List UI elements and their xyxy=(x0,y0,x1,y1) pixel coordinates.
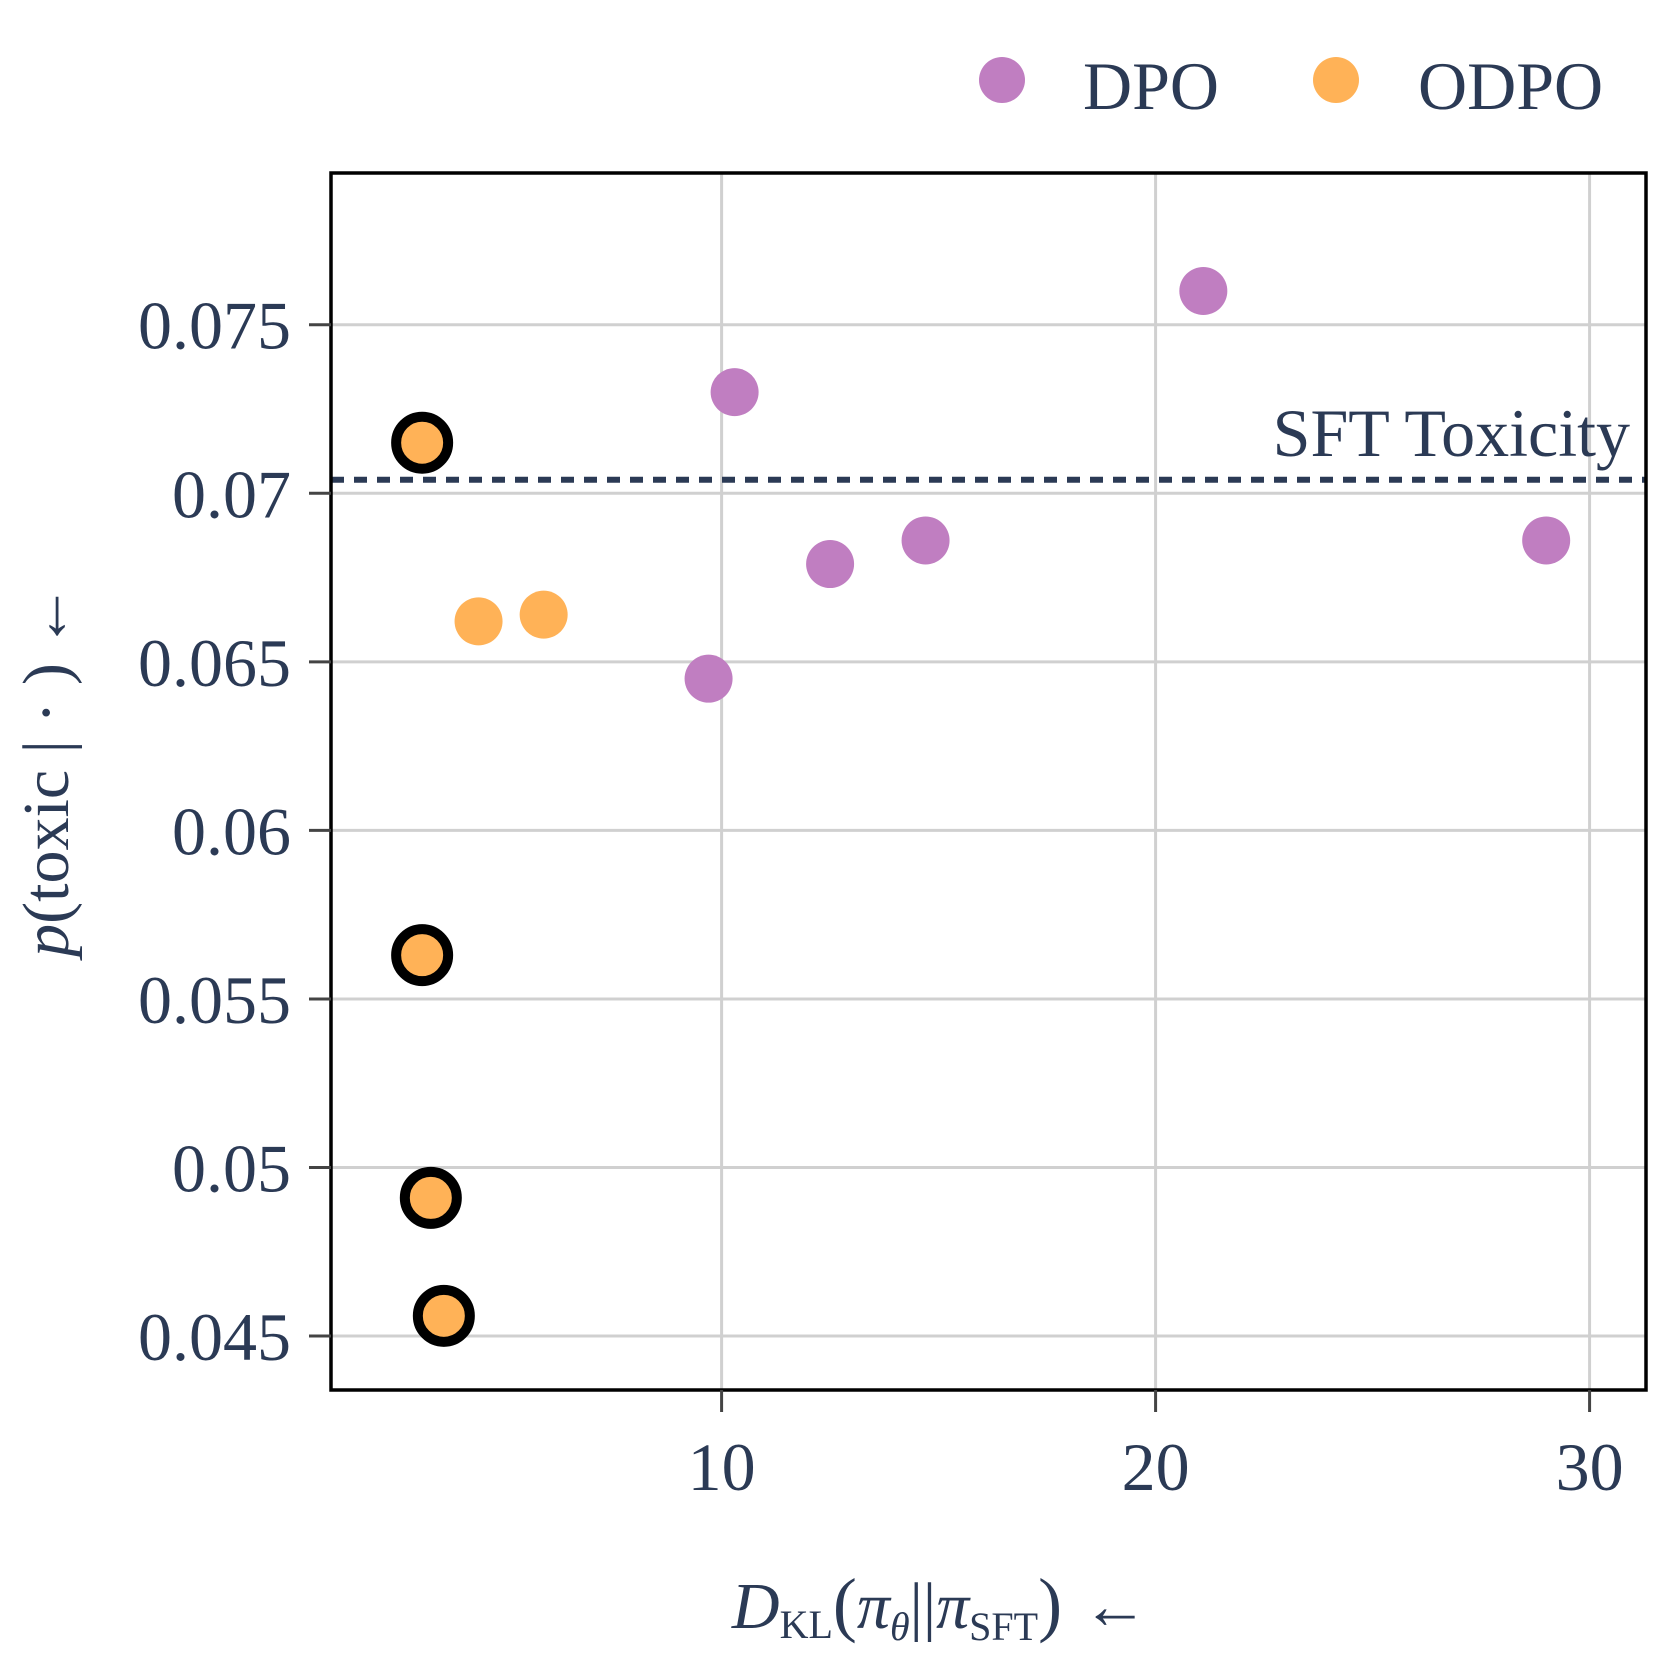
odpo-point-highlighted xyxy=(391,924,454,987)
odpo-point xyxy=(519,590,568,639)
y-tick-label: 0.05 xyxy=(172,1131,291,1207)
y-axis-title-arrow: ← xyxy=(10,583,83,649)
dpo-point xyxy=(710,368,759,417)
reference-line-layer: SFT Toxicity xyxy=(331,395,1646,483)
odpo-point-highlighted xyxy=(391,411,454,474)
x-axis-title-open-paren: ( xyxy=(833,1564,857,1644)
x-axis-title-pi-sft: π xyxy=(936,1570,971,1643)
sft-toxicity-label: SFT Toxicity xyxy=(1273,395,1630,471)
dpo-point xyxy=(901,516,950,565)
plot-frame xyxy=(329,171,1648,1392)
tick-layer: 10 20 30 0.045 0.05 0.055 0.06 0.065 0.07 0.075 xyxy=(138,288,1624,1505)
y-axis-title-p: p xyxy=(10,924,83,961)
point-layer xyxy=(391,266,1571,1347)
legend: DPO ODPO xyxy=(979,48,1603,124)
y-tick-label: 0.06 xyxy=(172,793,291,869)
dpo-point xyxy=(1179,266,1228,315)
x-axis-title-sub-sft: SFT xyxy=(969,1604,1038,1649)
x-axis-title-bars: || xyxy=(910,1570,936,1643)
y-tick-label: 0.065 xyxy=(138,625,291,701)
legend-marker-dpo xyxy=(979,57,1025,103)
legend-label-odpo: ODPO xyxy=(1418,48,1603,124)
x-axis-title-sub-theta: θ xyxy=(890,1604,910,1649)
y-tick-label: 0.055 xyxy=(138,962,291,1038)
x-tick-label: 20 xyxy=(1122,1429,1190,1505)
odpo-point-highlighted xyxy=(412,1284,475,1347)
dpo-point xyxy=(1522,516,1571,565)
x-axis-title-d: D xyxy=(731,1570,780,1643)
dpo-point xyxy=(684,654,733,703)
x-axis-title: DKL(πθ||πSFT) ← xyxy=(731,1564,1148,1649)
odpo-point xyxy=(454,597,503,646)
odpo-point-highlighted xyxy=(399,1166,462,1229)
x-axis-title-close-paren: ) xyxy=(1038,1564,1062,1644)
legend-label-dpo: DPO xyxy=(1083,48,1219,124)
x-axis-title-sub-kl: KL xyxy=(780,1602,833,1647)
grid-layer xyxy=(331,173,1646,1390)
y-tick-label: 0.045 xyxy=(138,1299,291,1375)
y-tick-label: 0.07 xyxy=(172,456,291,532)
x-axis-title-pi-theta: π xyxy=(857,1570,892,1643)
y-tick-label: 0.075 xyxy=(138,288,291,364)
x-axis-title-arrow: ← xyxy=(1082,1570,1148,1643)
y-axis-title: p(toxic | · ) ← xyxy=(10,583,83,961)
y-axis-title-text: (toxic | · ) xyxy=(10,663,83,924)
dpo-point xyxy=(806,540,855,589)
x-tick-label: 30 xyxy=(1556,1429,1624,1505)
legend-marker-odpo xyxy=(1313,57,1359,103)
x-tick-label: 10 xyxy=(688,1429,756,1505)
